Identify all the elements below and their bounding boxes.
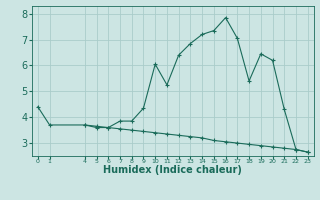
X-axis label: Humidex (Indice chaleur): Humidex (Indice chaleur) [103,165,242,175]
